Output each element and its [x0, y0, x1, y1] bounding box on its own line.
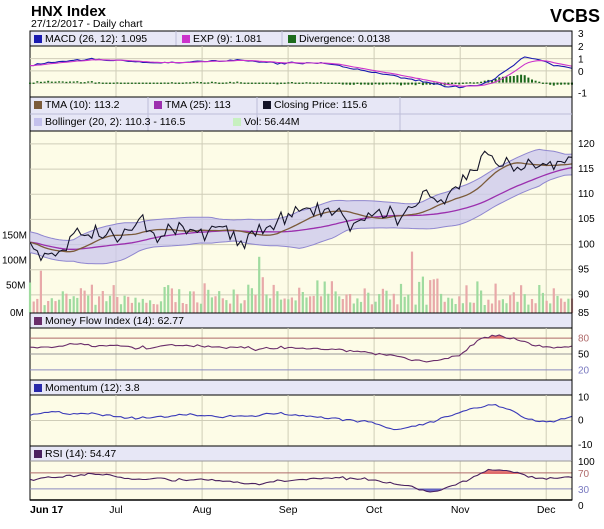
svg-text:0: 0: [578, 501, 584, 512]
svg-text:Divergence: 0.0138: Divergence: 0.0138: [299, 33, 390, 45]
svg-text:1: 1: [578, 55, 584, 66]
svg-text:150M: 150M: [2, 231, 27, 242]
svg-text:RSI (14): 54.47: RSI (14): 54.47: [45, 448, 116, 460]
svg-text:50: 50: [578, 350, 590, 361]
svg-text:95: 95: [578, 265, 590, 276]
svg-text:Nov: Nov: [451, 504, 470, 516]
svg-text:10: 10: [578, 393, 590, 404]
svg-text:100: 100: [578, 457, 595, 468]
svg-text:3: 3: [578, 29, 584, 40]
svg-text:30: 30: [578, 485, 590, 496]
svg-text:0: 0: [578, 67, 584, 78]
svg-text:90: 90: [578, 290, 590, 301]
svg-text:VCBS: VCBS: [550, 6, 600, 26]
svg-text:0: 0: [578, 416, 584, 427]
svg-text:27/12/2017 - Daily chart: 27/12/2017 - Daily chart: [31, 18, 143, 30]
svg-text:Sep: Sep: [279, 504, 298, 516]
svg-text:105: 105: [578, 214, 595, 225]
svg-text:-1: -1: [578, 89, 587, 100]
svg-text:Dec: Dec: [537, 504, 556, 516]
svg-text:TMA (10): 113.2: TMA (10): 113.2: [45, 99, 120, 111]
svg-text:110: 110: [578, 189, 594, 200]
svg-text:Vol: 56.44M: Vol: 56.44M: [244, 116, 299, 128]
svg-text:100: 100: [578, 240, 595, 251]
svg-text:20: 20: [578, 366, 590, 377]
svg-text:Aug: Aug: [193, 504, 212, 516]
svg-text:Jun 17: Jun 17: [30, 504, 63, 516]
svg-text:TMA (25): 113: TMA (25): 113: [165, 99, 231, 111]
svg-text:MACD (26, 12): 1.095: MACD (26, 12): 1.095: [45, 33, 147, 45]
svg-text:-10: -10: [578, 440, 593, 451]
svg-text:Bollinger (20, 2): 110.3 - 116: Bollinger (20, 2): 110.3 - 116.5: [45, 116, 185, 128]
svg-text:Money Flow Index (14): 62.77: Money Flow Index (14): 62.77: [45, 315, 184, 327]
svg-text:2: 2: [578, 42, 584, 53]
svg-text:Oct: Oct: [366, 504, 382, 516]
svg-text:70: 70: [578, 469, 590, 480]
svg-text:120: 120: [578, 139, 595, 150]
svg-text:Jul: Jul: [109, 504, 122, 516]
svg-text:85: 85: [578, 308, 590, 319]
svg-text:115: 115: [578, 164, 594, 175]
svg-text:50M: 50M: [6, 281, 25, 292]
svg-text:Closing Price: 115.6: Closing Price: 115.6: [274, 99, 367, 111]
svg-text:0M: 0M: [10, 308, 24, 319]
svg-text:Momentum (12): 3.8: Momentum (12): 3.8: [45, 382, 140, 394]
svg-text:80: 80: [578, 334, 590, 345]
svg-text:EXP (9): 1.081: EXP (9): 1.081: [193, 33, 262, 45]
svg-text:100M: 100M: [2, 256, 27, 267]
